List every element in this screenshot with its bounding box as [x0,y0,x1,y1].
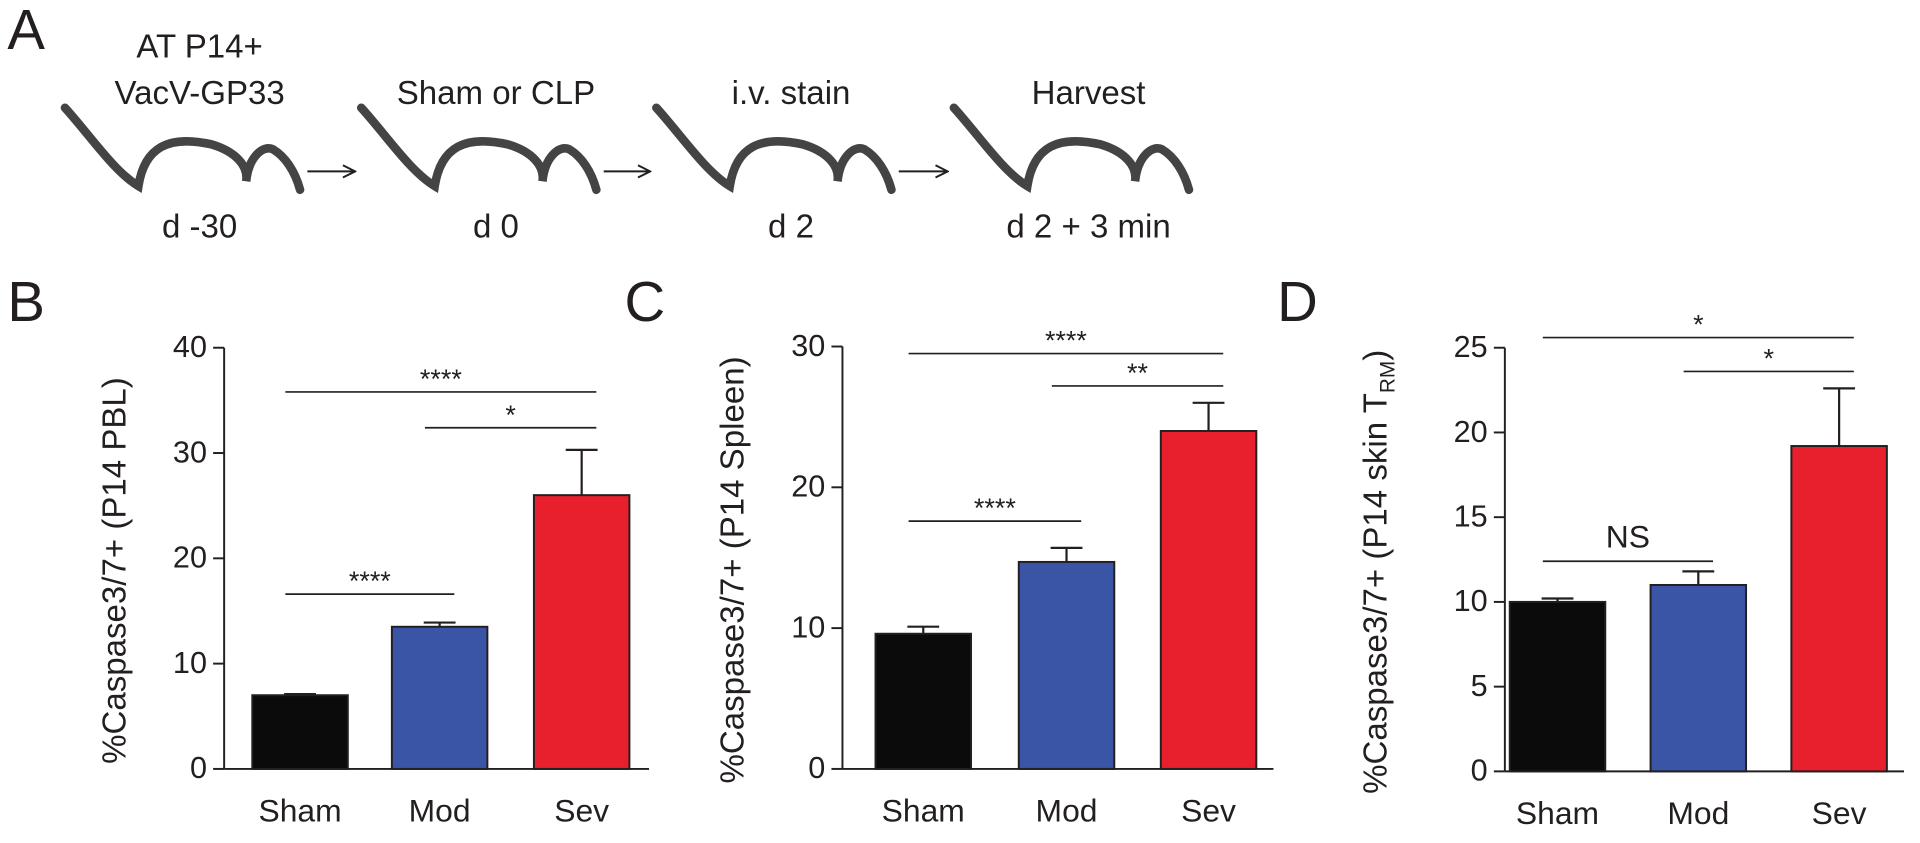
step-title: i.v. stain [732,75,851,112]
x-tick-label: Sham [258,792,341,828]
step-title: AT P14+ [136,29,262,66]
y-tick-label: 30 [173,435,207,469]
mouse-icon [60,103,305,195]
significance-label: **** [420,364,462,394]
step-day: d 0 [473,209,519,246]
x-tick-label: Sev [1812,795,1867,831]
x-tick-label: Sham [1516,795,1599,831]
y-tick-label: 0 [1471,754,1488,788]
bar [874,632,972,770]
panel-label: A [7,0,45,61]
significance-label: * [505,400,516,430]
bar [1649,583,1748,773]
x-tick-label: Mod [1667,795,1729,831]
significance-label: **** [349,566,391,596]
y-tick-label: 15 [1454,500,1488,534]
step-day: d -30 [162,209,237,246]
significance-label: NS [1606,519,1650,555]
step-title: Harvest [1032,75,1146,112]
y-tick-label: 0 [190,751,207,785]
y-axis-label-text: %Caspase3/7+ (P14 Spleen) [714,356,751,783]
mouse-icon [949,103,1194,195]
significance-label: ** [1127,358,1148,388]
y-tick-label: 40 [173,330,207,364]
y-axis-label-text: %Caspase3/7+ (P14 PBL) [96,377,133,764]
y-tick-label: 0 [808,751,825,785]
y-tick-label: 30 [791,329,825,363]
bar [1508,600,1607,773]
panel-label: B [7,270,45,333]
y-tick-label: 10 [173,646,207,680]
significance-label: * [1763,344,1774,374]
y-tick-label: 20 [1454,415,1488,449]
significance-label: **** [974,493,1016,523]
bar [1159,430,1258,770]
bar [1017,560,1116,770]
y-axis-label-text: %Caspase3/7+ (P14 skin T [1357,393,1394,794]
y-axis-label: %Caspase3/7+ (P14 skin TRM) [1357,350,1399,794]
panel-label: D [1277,270,1318,333]
bar [251,694,349,770]
bar [390,625,489,770]
y-axis-label: %Caspase3/7+ (P14 Spleen) [714,356,751,783]
step-day: d 2 + 3 min [1006,209,1170,246]
panel-label: C [625,270,666,333]
y-tick-label: 25 [1454,330,1488,364]
mouse-icon [652,103,896,195]
bar [532,494,631,770]
step-title: Sham or CLP [397,75,595,112]
y-tick-label: 20 [791,470,825,504]
y-tick-label: 10 [1454,584,1488,618]
y-axis-label-suffix: ) [1357,350,1394,361]
step-day: d 2 [768,209,814,246]
x-tick-label: Mod [409,792,471,828]
x-tick-label: Sev [554,792,609,828]
y-tick-label: 5 [1471,669,1488,703]
y-axis-label-subscript: RM [1377,361,1400,393]
step-title: VacV-GP33 [115,75,285,112]
y-axis-label: %Caspase3/7+ (P14 PBL) [96,377,133,764]
y-tick-label: 10 [791,610,825,644]
y-tick-label: 20 [173,541,207,575]
x-tick-label: Sev [1181,792,1236,828]
x-tick-label: Mod [1036,792,1098,828]
x-tick-label: Sham [882,792,965,828]
significance-label: * [1693,310,1704,340]
bar [1790,445,1888,773]
significance-label: **** [1045,326,1087,356]
mouse-icon [356,103,601,195]
